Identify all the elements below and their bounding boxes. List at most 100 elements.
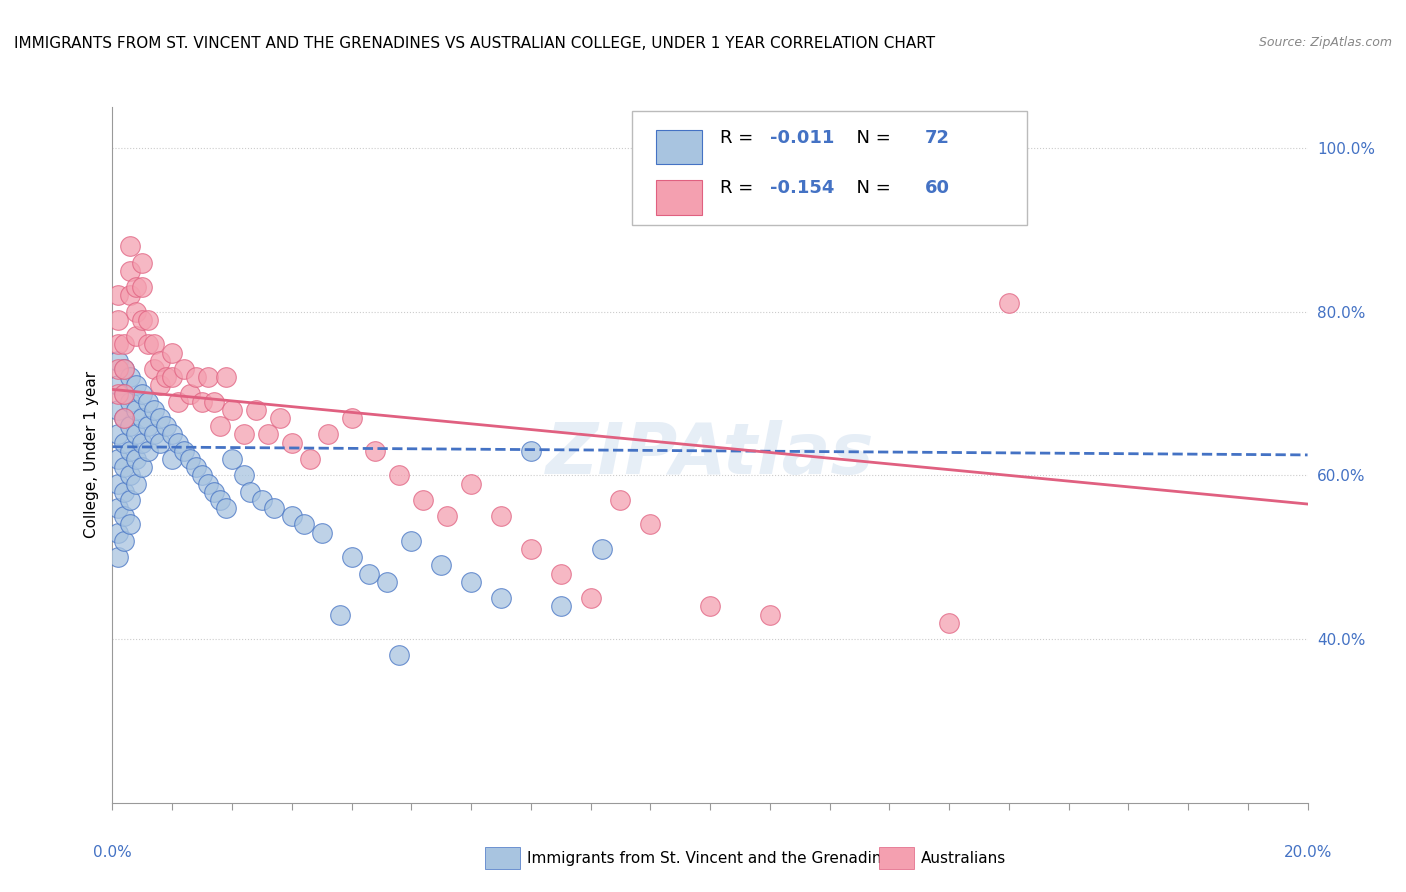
Point — [143, 403, 166, 417]
Point — [114, 362, 135, 376]
Point — [125, 304, 148, 318]
Point — [149, 411, 172, 425]
Point — [460, 476, 482, 491]
Text: R =: R = — [720, 129, 759, 147]
Point — [162, 345, 183, 359]
Point — [107, 427, 129, 442]
Point — [173, 443, 195, 458]
Point — [329, 607, 352, 622]
Point — [120, 239, 142, 253]
Point — [125, 452, 148, 467]
Point — [107, 378, 129, 392]
FancyBboxPatch shape — [633, 111, 1026, 226]
Point — [107, 452, 129, 467]
Point — [460, 574, 482, 589]
Point — [215, 370, 238, 384]
Point — [191, 394, 214, 409]
Point — [138, 394, 160, 409]
Point — [155, 370, 177, 384]
Point — [233, 427, 256, 442]
Point — [162, 452, 183, 467]
Point — [131, 411, 153, 425]
Point — [359, 566, 381, 581]
Point — [114, 362, 135, 376]
Point — [125, 403, 148, 417]
Text: 60: 60 — [925, 179, 950, 197]
Point — [167, 394, 190, 409]
Point — [131, 280, 153, 294]
Point — [245, 403, 267, 417]
Point — [107, 386, 129, 401]
Point — [138, 443, 160, 458]
Point — [998, 296, 1021, 310]
Point — [107, 550, 129, 565]
Text: 0.0%: 0.0% — [93, 845, 132, 860]
Point — [138, 313, 160, 327]
Point — [138, 337, 160, 351]
Text: N =: N = — [845, 179, 897, 197]
Point — [292, 517, 315, 532]
Point — [114, 386, 135, 401]
Point — [550, 566, 572, 581]
Point — [186, 370, 208, 384]
Point — [143, 362, 166, 376]
Point — [233, 468, 256, 483]
Point — [197, 370, 219, 384]
Point — [114, 411, 135, 425]
Point — [149, 435, 172, 450]
Point — [202, 484, 225, 499]
Point — [107, 288, 129, 302]
FancyBboxPatch shape — [485, 847, 520, 869]
Point — [938, 615, 960, 630]
Point — [520, 443, 543, 458]
Point — [114, 484, 135, 499]
Point — [107, 403, 129, 417]
Point — [149, 378, 172, 392]
Point — [609, 492, 631, 507]
Point — [114, 509, 135, 524]
Point — [430, 558, 453, 573]
Point — [114, 386, 135, 401]
Text: -0.154: -0.154 — [770, 179, 834, 197]
Point — [125, 329, 148, 343]
Point — [114, 337, 135, 351]
Text: -0.011: -0.011 — [770, 129, 834, 147]
Point — [125, 378, 148, 392]
Point — [191, 468, 214, 483]
Point — [131, 255, 153, 269]
Point — [520, 542, 543, 557]
Point — [179, 386, 201, 401]
Point — [131, 460, 153, 475]
Point — [143, 337, 166, 351]
Point — [239, 484, 262, 499]
Point — [221, 403, 243, 417]
Point — [269, 411, 291, 425]
Point — [186, 460, 208, 475]
Point — [120, 468, 142, 483]
Point — [263, 501, 285, 516]
Point — [388, 648, 411, 663]
Text: Immigrants from St. Vincent and the Grenadines: Immigrants from St. Vincent and the Gren… — [527, 851, 900, 865]
Point — [107, 501, 129, 516]
Point — [138, 419, 160, 434]
Point — [489, 591, 512, 606]
Point — [107, 337, 129, 351]
Point — [120, 394, 142, 409]
Point — [311, 525, 333, 540]
Point — [489, 509, 512, 524]
Point — [316, 427, 339, 442]
Point — [579, 591, 602, 606]
Point — [107, 362, 129, 376]
Text: IMMIGRANTS FROM ST. VINCENT AND THE GRENADINES VS AUSTRALIAN COLLEGE, UNDER 1 YE: IMMIGRANTS FROM ST. VINCENT AND THE GREN… — [14, 36, 935, 51]
Point — [107, 353, 129, 368]
Y-axis label: College, Under 1 year: College, Under 1 year — [83, 371, 98, 539]
Point — [149, 353, 172, 368]
Point — [699, 599, 721, 614]
Point — [281, 509, 304, 524]
Text: N =: N = — [845, 129, 897, 147]
Point — [131, 435, 153, 450]
Point — [107, 313, 129, 327]
FancyBboxPatch shape — [657, 180, 702, 215]
Point — [215, 501, 238, 516]
Text: 72: 72 — [925, 129, 950, 147]
